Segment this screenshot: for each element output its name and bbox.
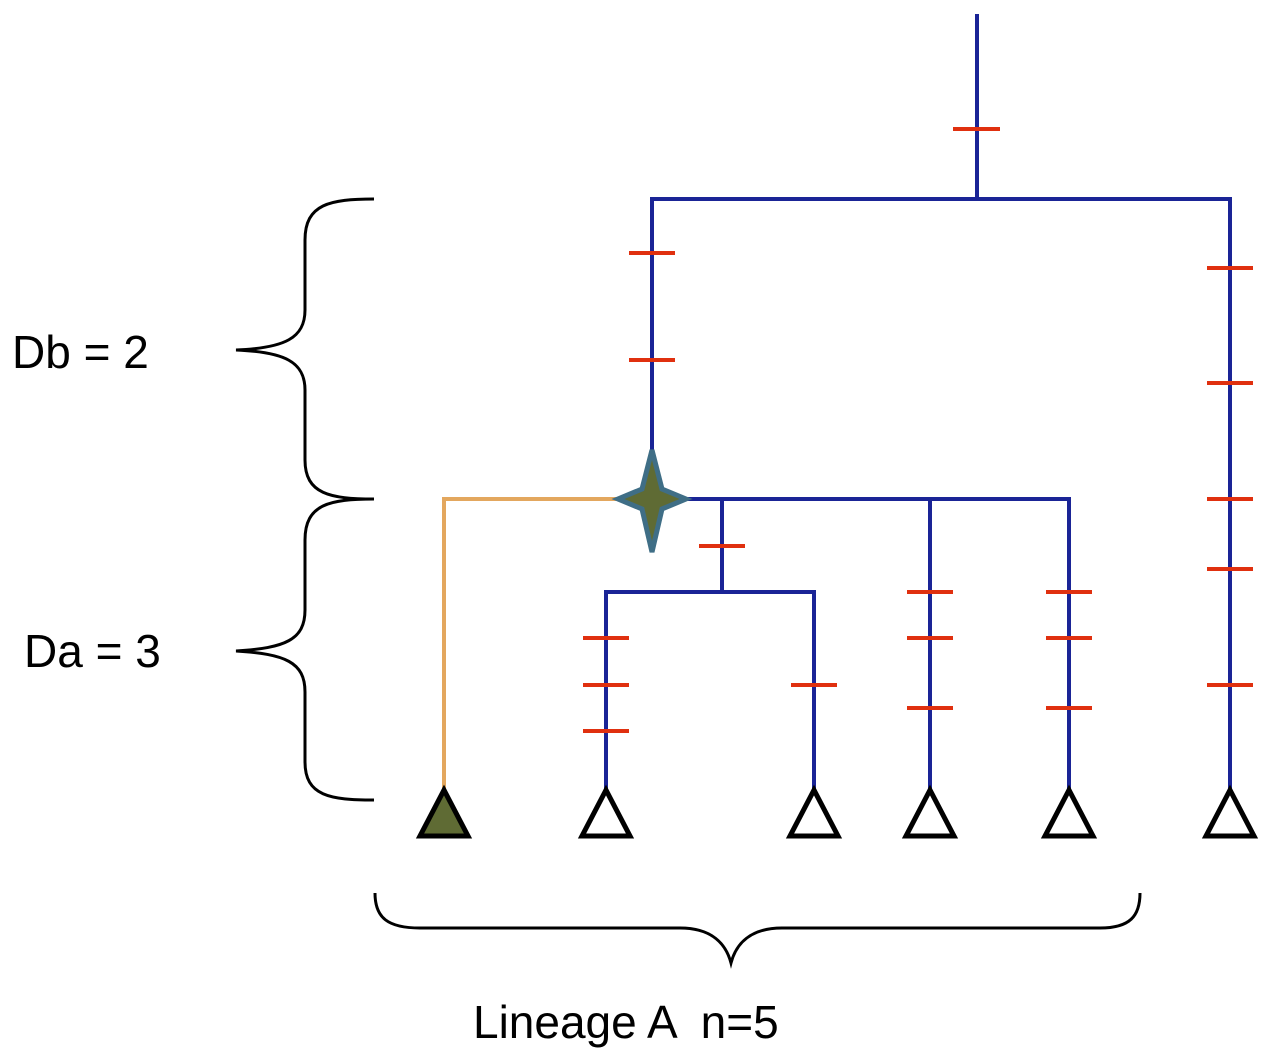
mutation-ticks (583, 127, 1253, 733)
triangle-icon (785, 784, 843, 839)
db-brace (235, 197, 375, 501)
db-label: Db = 2 (12, 326, 149, 378)
tree-branches (442, 14, 1232, 794)
da-label: Da = 3 (24, 625, 161, 677)
triangle-icon (901, 784, 959, 839)
lineage-brace (373, 892, 1142, 969)
braces (235, 197, 1142, 969)
triangle-icon (1040, 784, 1098, 839)
triangle-icon (1201, 784, 1259, 839)
triangle-icon (577, 784, 635, 839)
four-point-star-icon (611, 449, 693, 553)
da-brace (235, 497, 375, 802)
triangle-icon (415, 784, 473, 839)
lineage-label: Lineage A n=5 (473, 996, 779, 1048)
highlighted-lineage-branch (442, 497, 654, 794)
tips (415, 784, 1259, 839)
